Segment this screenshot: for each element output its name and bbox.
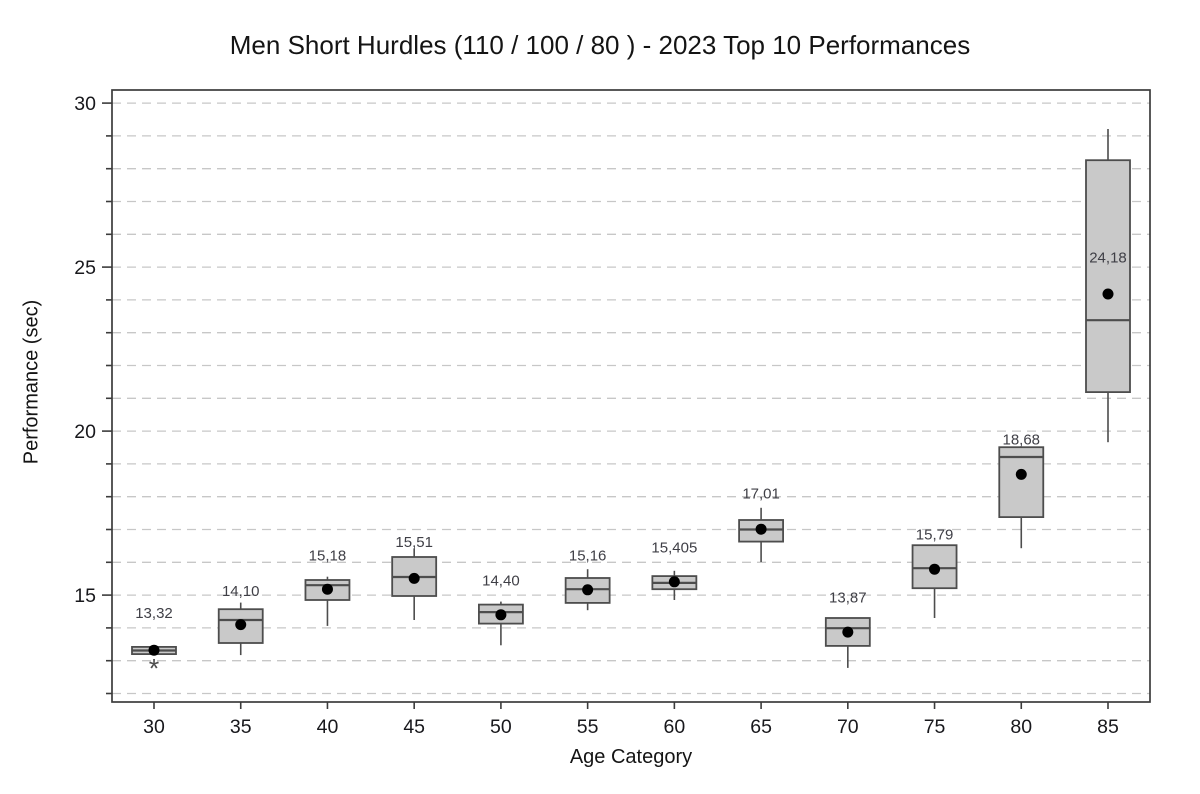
mean-dot [842,626,854,638]
x-tick-label: 40 [317,716,339,738]
x-axis-label: Age Category [569,746,693,768]
mean-dot [321,583,333,595]
mean-value-label: 15,405 [651,540,697,557]
mean-dot [408,572,420,584]
mean-dot [1102,288,1114,300]
x-tick-label: 30 [143,716,165,738]
outlier-marker: * [149,654,160,684]
mean-value-label: 13,87 [829,589,867,606]
mean-value-label: 15,51 [395,534,433,551]
x-tick-label: 65 [750,716,772,738]
mean-dot [1015,468,1027,480]
mean-value-label: 14,40 [482,572,520,589]
x-tick-label: 50 [490,716,512,738]
x-tick-label: 85 [1097,716,1119,738]
y-tick-label: 25 [74,257,96,279]
mean-dot [668,576,680,588]
x-tick-label: 55 [577,716,599,738]
y-tick-label: 30 [74,93,96,115]
y-tick-label: 15 [74,585,96,607]
plot-frame [111,89,1151,703]
mean-dot [755,523,767,535]
mean-value-label: 15,16 [569,548,607,565]
mean-value-label: 24,18 [1089,249,1127,266]
mean-dot [929,563,941,575]
mean-dot [495,609,507,621]
mean-dot [148,644,160,656]
mean-value-label: 15,18 [309,548,347,565]
x-tick-label: 45 [403,716,425,738]
mean-value-label: 17,01 [742,485,780,502]
y-tick-label: 20 [74,421,96,443]
iqr-box [998,446,1045,519]
mean-value-label: 18,68 [1002,431,1040,448]
x-tick-label: 70 [837,716,859,738]
mean-value-label: 15,79 [916,526,954,543]
mean-dot [235,619,247,631]
mean-value-label: 14,10 [222,583,260,600]
iqr-box [1085,159,1131,393]
x-tick-label: 60 [664,716,686,738]
x-tick-label: 35 [230,716,252,738]
x-tick-label: 75 [924,716,946,738]
chart-title: Men Short Hurdles (110 / 100 / 80 ) - 20… [229,30,971,60]
x-tick-label: 80 [1010,716,1032,738]
mean-dot [582,584,594,596]
mean-value-label: 13,32 [135,605,173,622]
